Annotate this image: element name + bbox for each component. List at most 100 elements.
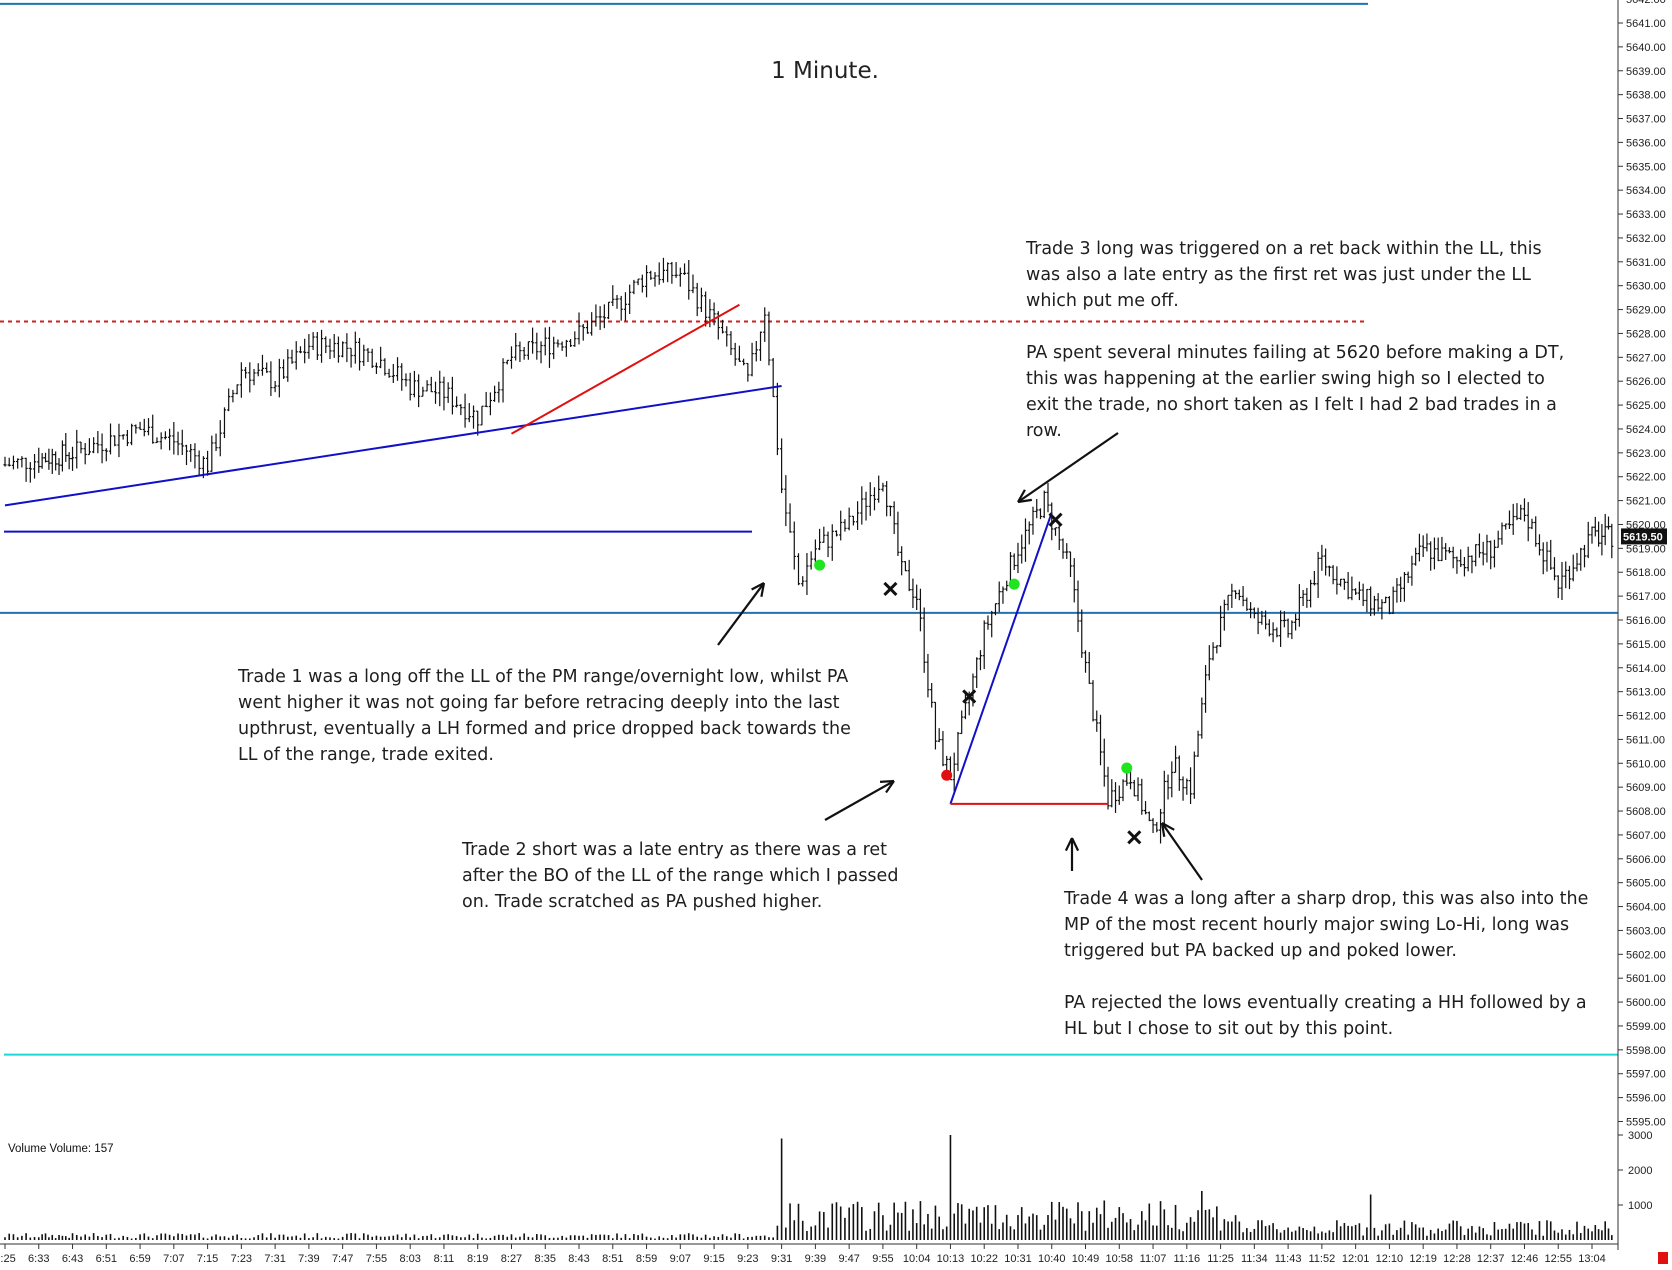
time-tick-label: 11:25: [1207, 1253, 1234, 1265]
exit-cross: [883, 581, 898, 597]
price-tick-label: 5605.00: [1626, 878, 1666, 890]
time-tick-label: 7:47: [332, 1253, 353, 1265]
price-tick-label: 5623.00: [1626, 448, 1666, 460]
arrow-head: [1160, 822, 1166, 837]
price-tick-label: 5614.00: [1626, 663, 1666, 675]
time-tick-label: 6:43: [62, 1253, 83, 1265]
price-tick-label: 5630.00: [1626, 281, 1666, 293]
price-tick-label: 5634.00: [1626, 185, 1666, 197]
time-tick-label: 12:46: [1511, 1253, 1539, 1265]
trade2-note: Trade 2 short was a late entry as there …: [462, 837, 898, 915]
price-tick-label: 5598.00: [1626, 1045, 1666, 1057]
price-tick-label: 5619.00: [1626, 543, 1666, 555]
trend-line: [4, 384, 782, 507]
arrow-shaft: [824, 780, 895, 821]
note-line: which put me off.: [1026, 291, 1179, 311]
arrow-head: [1017, 489, 1026, 503]
price-tick-label: 5621.00: [1626, 496, 1666, 508]
trade3-exit-note: PA spent several minutes failing at 5620…: [1026, 340, 1564, 444]
time-tick-label: 8:51: [602, 1253, 623, 1265]
time-tick-label: 6:59: [129, 1253, 150, 1265]
time-tick-label: 10:58: [1106, 1253, 1134, 1265]
arrow-shaft: [1161, 822, 1203, 881]
price-tick-label: 5597.00: [1626, 1069, 1666, 1081]
arrow-head: [1071, 837, 1080, 852]
entry-dot: [1121, 762, 1133, 774]
annotation-arrows: [717, 432, 1203, 881]
volume-tick-label: 3000: [1628, 1130, 1652, 1142]
time-tick-label: 12:10: [1376, 1253, 1404, 1265]
price-tick-label: 5629.00: [1626, 305, 1666, 317]
time-tick-label: 12:19: [1409, 1253, 1437, 1265]
time-axis[interactable]: 6:25 6:33 6:43 6:51 6:59 7:07 7:15 7:23 7:31 7:39…: [0, 1243, 1668, 1265]
price-tick-label: 5603.00: [1626, 925, 1666, 937]
note-line: was also a late entry as the first ret w…: [1026, 265, 1531, 285]
arrow-head: [751, 582, 765, 591]
time-tick-label: 9:55: [872, 1253, 893, 1265]
chart-title: 1 Minute.: [771, 58, 879, 84]
entry-dot: [814, 559, 826, 571]
trade4-followup-note: PA rejected the lows eventually creating…: [1064, 990, 1587, 1042]
price-tick-label: 5618.00: [1626, 567, 1666, 579]
price-tick-label: 5624.00: [1626, 424, 1666, 436]
price-tick-label: 5642.00: [1626, 0, 1666, 6]
price-tick-label: 5636.00: [1626, 137, 1666, 149]
price-bars: [3, 257, 1614, 844]
price-tick-label: 5606.00: [1626, 854, 1666, 866]
trend-line: [510, 303, 740, 435]
price-tick-label: 5607.00: [1626, 830, 1666, 842]
time-tick-label: 9:23: [737, 1253, 758, 1265]
arrow-head: [1161, 822, 1175, 831]
price-tick-label: 5639.00: [1626, 66, 1666, 78]
price-tick-label: 5635.00: [1626, 161, 1666, 173]
corner-indicator: [1658, 1252, 1668, 1264]
note-line: upthrust, eventually a LH formed and pri…: [238, 719, 851, 739]
arrow-head: [1064, 837, 1073, 852]
volume-bars: [4, 1135, 1613, 1240]
price-tick-label: 5609.00: [1626, 782, 1666, 794]
time-tick-label: 10:31: [1004, 1253, 1032, 1265]
time-tick-label: 11:52: [1309, 1253, 1336, 1265]
last-price-badge: [1621, 528, 1667, 545]
price-tick-label: 5595.00: [1626, 1116, 1666, 1128]
entry-dot: [1008, 578, 1020, 590]
time-tick-label: 13:04: [1578, 1253, 1606, 1265]
time-tick-label: 7:15: [197, 1253, 218, 1265]
trade4-note: Trade 4 was a long after a sharp drop, t…: [1064, 886, 1588, 964]
time-tick-label: 7:23: [231, 1253, 252, 1265]
price-tick-label: 5626.00: [1626, 376, 1666, 388]
price-axis[interactable]: 5642.00 5641.00 5640.00 5639.00 5638.00 5637.…: [1617, 0, 1667, 1250]
time-tick-label: 8:35: [535, 1253, 556, 1265]
trade-markers: [814, 512, 1142, 845]
trend-line: [949, 512, 1053, 805]
time-tick-label: 8:27: [501, 1253, 522, 1265]
note-line: this was happening at the earlier swing …: [1026, 369, 1545, 389]
price-tick-label: 5610.00: [1626, 758, 1666, 770]
price-tick-label: 5633.00: [1626, 209, 1666, 221]
last-price-label: 5619.50: [1623, 531, 1663, 543]
time-tick-label: 12:28: [1443, 1253, 1471, 1265]
exit-cross: [962, 689, 977, 704]
time-tick-label: 11:43: [1275, 1253, 1302, 1265]
time-tick-label: 6:51: [96, 1253, 117, 1265]
price-tick-label: 5631.00: [1626, 257, 1666, 269]
note-line: triggered but PA backed up and poked low…: [1064, 941, 1457, 961]
price-tick-label: 5604.00: [1626, 902, 1666, 914]
note-line: PA rejected the lows eventually creating…: [1064, 993, 1587, 1013]
price-tick-label: 5637.00: [1626, 114, 1666, 126]
price-tick-label: 5612.00: [1626, 711, 1666, 723]
price-tick-label: 5628.00: [1626, 328, 1666, 340]
note-line: PA spent several minutes failing at 5620…: [1026, 343, 1565, 363]
time-tick-label: 9:47: [838, 1253, 859, 1265]
time-tick-label: 7:55: [366, 1253, 387, 1265]
time-tick-label: 8:19: [467, 1253, 488, 1265]
price-tick-label: 5613.00: [1626, 687, 1666, 699]
time-tick-label: 7:39: [298, 1253, 319, 1265]
price-tick-label: 5596.00: [1626, 1093, 1666, 1105]
time-tick-label: 8:03: [399, 1253, 420, 1265]
time-tick-label: 11:34: [1241, 1253, 1268, 1265]
price-tick-label: 5616.00: [1626, 615, 1666, 627]
time-tick-label: 8:59: [636, 1253, 657, 1265]
time-tick-label: 12:55: [1544, 1253, 1572, 1265]
time-tick-label: 9:39: [805, 1253, 826, 1265]
